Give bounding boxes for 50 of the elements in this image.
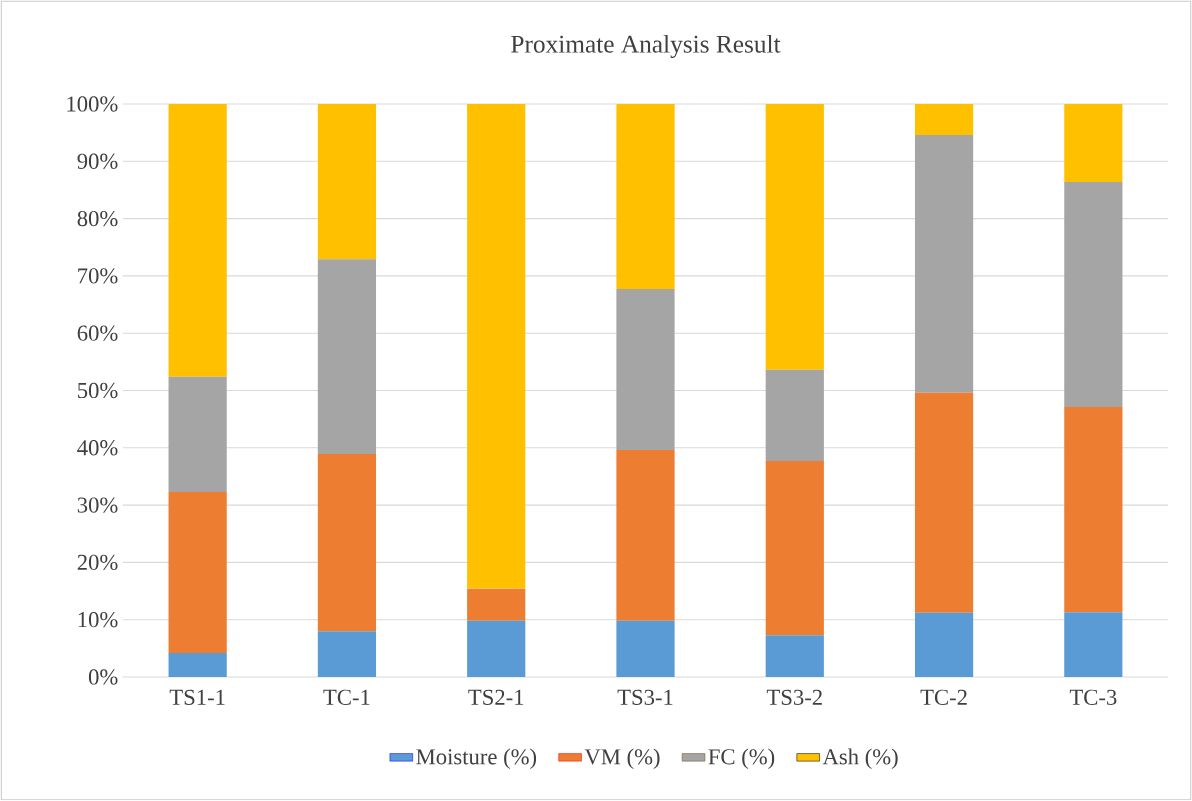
x-tick-label: TS2-1 xyxy=(468,689,524,705)
bar xyxy=(616,450,675,621)
bar xyxy=(317,454,377,632)
x-tick-label: TC-3 xyxy=(1069,689,1117,705)
bar xyxy=(317,259,377,455)
bar xyxy=(168,376,227,492)
bar xyxy=(765,369,824,461)
bar xyxy=(914,104,974,135)
y-tick-label: 90% xyxy=(77,153,118,169)
y-tick-label: 0% xyxy=(88,669,118,685)
bar xyxy=(914,612,974,677)
y-tick-label: 20% xyxy=(77,554,118,571)
y-tick-label: 40% xyxy=(77,440,118,456)
x-tick-label: TS1-1 xyxy=(169,689,225,705)
bar xyxy=(467,104,526,589)
bar xyxy=(1064,407,1123,613)
x-tick-label: TS3-2 xyxy=(766,689,822,705)
bar xyxy=(765,635,824,677)
x-tick-label: TC-2 xyxy=(920,689,967,705)
bar xyxy=(317,104,377,260)
bar xyxy=(1064,181,1123,408)
legend-label: VM (%) xyxy=(584,748,660,770)
legend-label: Moisture (%) xyxy=(416,748,537,770)
y-tick-label: 70% xyxy=(78,268,118,284)
bar xyxy=(616,104,675,290)
x-tick-label: TS3-1 xyxy=(617,689,673,705)
bar xyxy=(467,620,526,677)
bar xyxy=(1064,612,1123,677)
bar xyxy=(317,631,377,677)
bar xyxy=(616,289,675,451)
x-tick-label: TC-1 xyxy=(323,689,370,705)
chart-title: Proximate Analysis Result xyxy=(511,34,781,58)
bar xyxy=(168,652,227,677)
y-tick-label: 30% xyxy=(77,497,118,513)
bar xyxy=(914,392,974,613)
bar xyxy=(467,588,526,621)
y-tick-label: 100% xyxy=(67,96,118,112)
y-tick-label: 60% xyxy=(77,325,118,341)
y-tick-label: 80% xyxy=(77,210,118,227)
bar xyxy=(168,104,227,377)
bar xyxy=(168,491,227,653)
legend-label: Ash (%) xyxy=(822,748,898,770)
bar xyxy=(765,104,824,370)
bar xyxy=(616,620,675,677)
bar xyxy=(765,460,824,636)
bar xyxy=(914,134,974,393)
y-tick-label: 10% xyxy=(78,612,118,628)
bar xyxy=(1064,104,1123,182)
legend-label: FC (%) xyxy=(708,748,775,770)
y-tick-label: 50% xyxy=(78,382,118,399)
